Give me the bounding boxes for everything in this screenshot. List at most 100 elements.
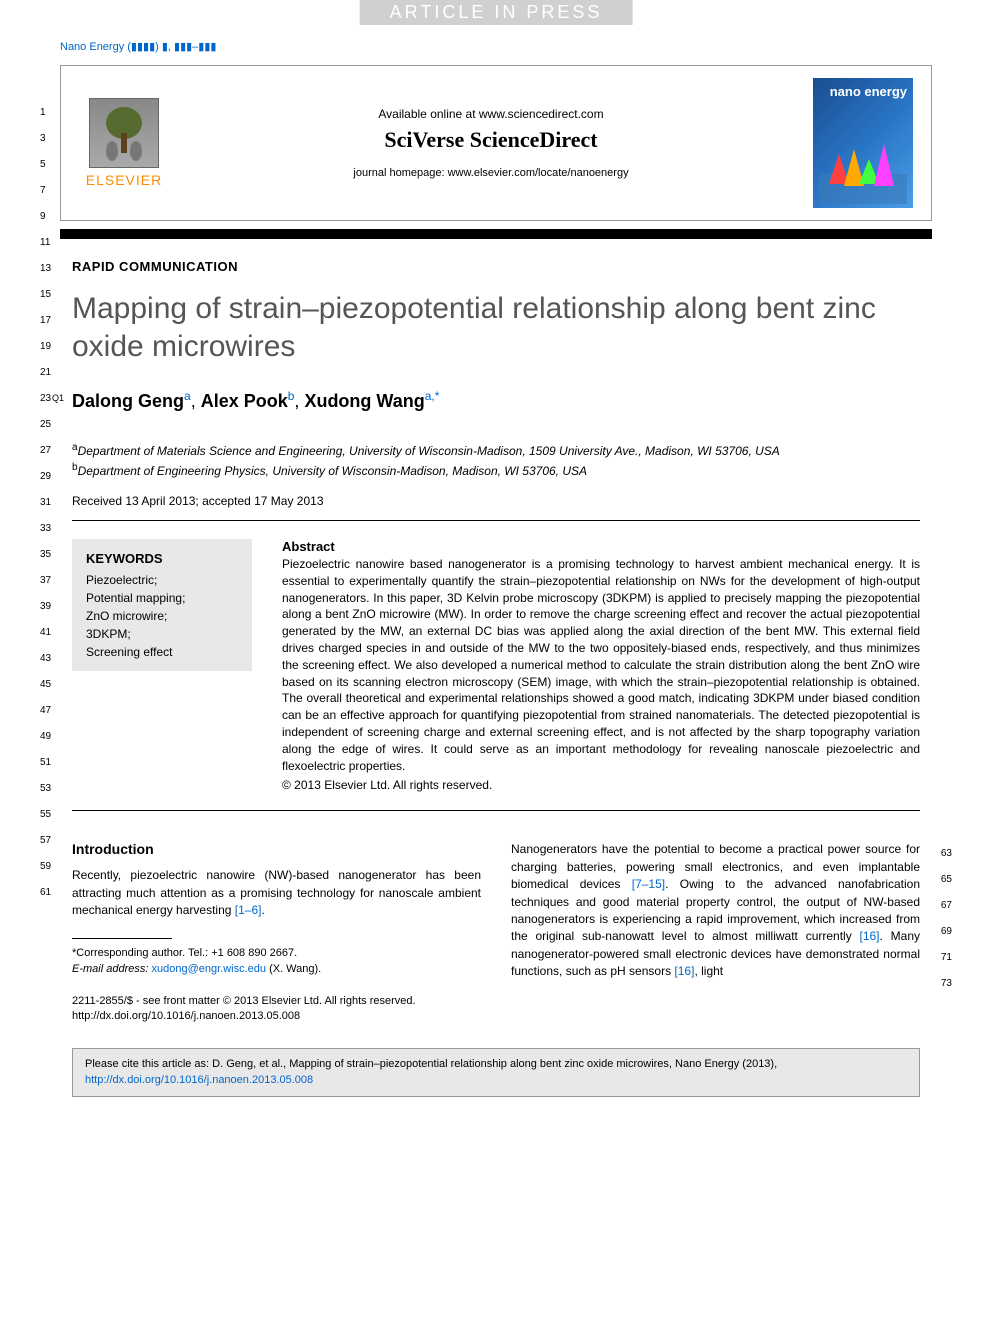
body-column-right: Nanogenerators have the potential to bec… (511, 841, 920, 1024)
keywords-list: Piezoelectric;Potential mapping;ZnO micr… (86, 571, 238, 661)
line-number: 31 (40, 490, 51, 516)
line-number: 25 (40, 412, 51, 438)
line-number: 63 (941, 841, 952, 867)
keyword-item: Potential mapping; (86, 589, 238, 607)
cite-text: Please cite this article as: D. Geng, et… (85, 1058, 777, 1070)
intro-col2-t4: , light (694, 964, 723, 978)
keyword-item: ZnO microwire; (86, 607, 238, 625)
front-matter: 2211-2855/$ - see front matter © 2013 El… (72, 994, 481, 1025)
line-number: 5 (40, 152, 51, 178)
line-number: 43 (40, 646, 51, 672)
intro-paragraph-2: Nanogenerators have the potential to bec… (511, 841, 920, 980)
journal-cover-title: nano energy (819, 84, 907, 99)
author-2-sup: b (288, 389, 295, 403)
abstract-copyright: © 2013 Elsevier Ltd. All rights reserved… (282, 778, 920, 792)
line-number: 15 (40, 282, 51, 308)
line-number: 67 (941, 893, 952, 919)
line-number: 59 (40, 854, 51, 880)
ref-link-7-15[interactable]: [7–15] (632, 877, 665, 891)
journal-cover-thumbnail: nano energy (813, 78, 913, 208)
affiliation-a: aDepartment of Materials Science and Eng… (72, 440, 920, 460)
line-number: 29 (40, 464, 51, 490)
line-number: 9 (40, 204, 51, 230)
elsevier-text: ELSEVIER (79, 172, 169, 188)
q1-marker: Q1 (52, 393, 64, 403)
line-number: 47 (40, 698, 51, 724)
article-title: Mapping of strain–piezopotential relatio… (72, 290, 920, 365)
sciverse-sciencedirect: SciVerse ScienceDirect (187, 127, 795, 153)
header-center: Available online at www.sciencedirect.co… (187, 107, 795, 179)
affiliation-b: bDepartment of Engineering Physics, Univ… (72, 460, 920, 480)
line-number: 57 (40, 828, 51, 854)
citation-box: Please cite this article as: D. Geng, et… (72, 1048, 920, 1097)
corr-author-tel: *Corresponding author. Tel.: +1 608 890 … (72, 945, 481, 962)
line-number: 23 (40, 386, 51, 412)
line-numbers-right: 636567697173 (941, 841, 952, 997)
line-number: 55 (40, 802, 51, 828)
line-number: 65 (941, 867, 952, 893)
affil-a-text: Department of Materials Science and Engi… (78, 444, 780, 458)
main-content: RAPID COMMUNICATION Mapping of strain–pi… (60, 259, 932, 1024)
author-2: Alex Pook (201, 391, 288, 411)
line-number: 19 (40, 334, 51, 360)
body-column-left: Introduction Recently, piezoelectric nan… (72, 841, 481, 1024)
intro-col1-text: Recently, piezoelectric nanowire (NW)-ba… (72, 868, 481, 917)
article-type: RAPID COMMUNICATION (72, 259, 920, 274)
email-name: (X. Wang). (266, 963, 321, 975)
journal-homepage: journal homepage: www.elsevier.com/locat… (187, 167, 795, 179)
line-number: 73 (941, 971, 952, 997)
ref-link-16a[interactable]: [16] (860, 929, 880, 943)
line-number: 27 (40, 438, 51, 464)
line-number: 7 (40, 178, 51, 204)
email-link[interactable]: xudong@engr.wisc.edu (151, 963, 266, 975)
line-number: 51 (40, 750, 51, 776)
line-number: 11 (40, 230, 51, 256)
email-label: E-mail address: (72, 963, 151, 975)
abstract-section: KEYWORDS Piezoelectric;Potential mapping… (72, 520, 920, 811)
elsevier-tree-icon (89, 98, 159, 168)
affiliations: aDepartment of Materials Science and Eng… (72, 440, 920, 480)
journal-header-box: ELSEVIER Available online at www.science… (60, 65, 932, 221)
keywords-box: KEYWORDS Piezoelectric;Potential mapping… (72, 539, 252, 671)
author-3: Xudong Wang (304, 391, 424, 411)
ref-link-16b[interactable]: [16] (674, 964, 694, 978)
author-1: Dalong Geng (72, 391, 184, 411)
keywords-heading: KEYWORDS (86, 549, 238, 569)
keyword-item: 3DKPM; (86, 625, 238, 643)
abstract-heading: Abstract (282, 539, 920, 554)
line-number: 41 (40, 620, 51, 646)
abstract-column: Abstract Piezoelectric nanowire based na… (282, 539, 920, 792)
keyword-item: Screening effect (86, 643, 238, 661)
abstract-text: Piezoelectric nanowire based nanogenerat… (282, 556, 920, 774)
front-matter-line1: 2211-2855/$ - see front matter © 2013 El… (72, 994, 481, 1009)
available-online-text: Available online at www.sciencedirect.co… (187, 107, 795, 121)
line-number: 21 (40, 360, 51, 386)
line-number: 61 (40, 880, 51, 906)
author-3-sup: a,* (425, 389, 440, 403)
ref-link-1-6[interactable]: [1–6] (235, 903, 262, 917)
footnote-separator (72, 938, 172, 939)
intro-col1-period: . (261, 903, 264, 917)
line-number: 71 (941, 945, 952, 971)
line-number: 37 (40, 568, 51, 594)
authors-line: Q1 Dalong Genga, Alex Pookb, Xudong Wang… (72, 389, 920, 412)
line-number: 17 (40, 308, 51, 334)
page-container: Nano Energy (▮▮▮▮) ▮, ▮▮▮–▮▮▮ 1357911131… (0, 0, 992, 1117)
corr-author-email-line: E-mail address: xudong@engr.wisc.edu (X.… (72, 961, 481, 978)
line-number: 53 (40, 776, 51, 802)
line-number: 35 (40, 542, 51, 568)
line-number: 33 (40, 516, 51, 542)
body-columns: Introduction Recently, piezoelectric nan… (72, 841, 920, 1024)
line-number: 45 (40, 672, 51, 698)
corresponding-author-footnote: *Corresponding author. Tel.: +1 608 890 … (72, 945, 481, 978)
keyword-item: Piezoelectric; (86, 571, 238, 589)
line-number: 49 (40, 724, 51, 750)
cite-doi-link[interactable]: http://dx.doi.org/10.1016/j.nanoen.2013.… (85, 1074, 313, 1086)
doi-link[interactable]: http://dx.doi.org/10.1016/j.nanoen.2013.… (72, 1009, 481, 1024)
intro-paragraph-1: Recently, piezoelectric nanowire (NW)-ba… (72, 867, 481, 919)
line-number: 69 (941, 919, 952, 945)
line-numbers-left: 1357911131517192123252729313335373941434… (40, 100, 51, 906)
received-accepted-dates: Received 13 April 2013; accepted 17 May … (72, 494, 920, 508)
journal-reference: Nano Energy (▮▮▮▮) ▮, ▮▮▮–▮▮▮ (60, 40, 932, 53)
header-black-bar (60, 229, 932, 239)
